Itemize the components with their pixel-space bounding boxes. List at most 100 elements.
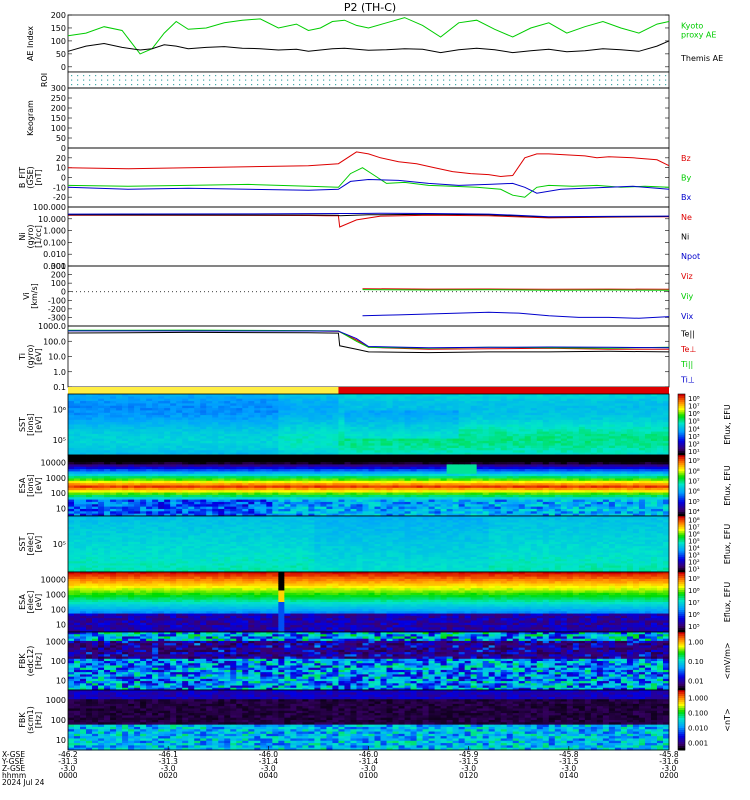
heatmap-cell: [176, 447, 183, 451]
heatmap-cell: [560, 436, 568, 439]
heatmap-cell: [218, 415, 225, 418]
heatmap-cell: [368, 455, 375, 458]
heatmap-cell: [152, 415, 159, 418]
heatmap-cell: [140, 464, 147, 468]
heatmap-cell: [326, 513, 333, 517]
y-tick-label: 10⁶: [53, 405, 66, 414]
heatmap-cell: [122, 483, 129, 486]
roi-marker: [317, 79, 319, 81]
heatmap-cell: [488, 513, 496, 517]
heatmap-cell: [638, 426, 646, 430]
heatmap-cell: [602, 450, 610, 454]
heatmap-cell: [116, 431, 123, 435]
heatmap-cell: [410, 417, 417, 421]
heatmap-cell: [158, 408, 165, 411]
heatmap-cell: [488, 480, 496, 484]
heatmap-cell: [500, 433, 508, 437]
heatmap-cell: [386, 492, 393, 496]
heatmap-cell: [602, 403, 610, 407]
heatmap-cell: [380, 483, 387, 486]
heatmap-cell: [212, 511, 219, 515]
heatmap-cell: [278, 471, 285, 475]
heatmap-cell: [314, 513, 321, 517]
heatmap-cell: [98, 447, 105, 451]
heatmap-cell: [506, 394, 514, 397]
heatmap-cell: [554, 450, 562, 454]
heatmap-cell: [506, 422, 514, 425]
colorbar-tick-label: 10⁴: [688, 425, 700, 433]
heatmap-cell: [482, 405, 490, 409]
heatmap-cell: [644, 433, 652, 437]
heatmap-cell: [116, 494, 123, 498]
heatmap-cell: [116, 396, 123, 400]
heatmap-cell: [644, 438, 652, 442]
colorbar-tick-label: 10⁵: [688, 418, 700, 426]
heatmap-cell: [380, 473, 387, 477]
heatmap-cell: [224, 431, 231, 435]
heatmap-cell: [188, 401, 195, 404]
heatmap-cell: [350, 490, 357, 493]
heatmap-cell: [608, 443, 616, 447]
heatmap-cell: [500, 405, 508, 409]
heatmap-cell: [440, 508, 448, 512]
heatmap-cell: [422, 426, 429, 430]
heatmap-cell: [284, 469, 291, 472]
heatmap-cell: [278, 440, 285, 444]
heatmap-cell: [344, 410, 351, 414]
heatmap-cell: [584, 394, 592, 397]
heatmap-cell: [422, 494, 429, 498]
heatmap-cell: [530, 450, 538, 454]
heatmap-cell: [428, 506, 436, 510]
heatmap-cell: [104, 499, 111, 503]
heatmap-cell: [158, 506, 165, 510]
roi-marker: [203, 79, 205, 81]
heatmap-cell: [464, 471, 472, 475]
roi-marker: [545, 79, 547, 81]
heatmap-cell: [182, 438, 189, 442]
heatmap-cell: [374, 440, 381, 444]
heatmap-cell: [284, 478, 291, 482]
heatmap-cell: [290, 462, 297, 465]
heatmap-cell: [350, 471, 357, 475]
y-tick-label: 0.1: [53, 383, 66, 392]
heatmap-cell: [374, 410, 381, 414]
heatmap-cell: [98, 403, 105, 407]
roi-marker: [587, 75, 589, 77]
heatmap-cell: [488, 424, 496, 428]
heatmap-cell: [482, 497, 490, 500]
heatmap-cell: [86, 490, 93, 493]
heatmap-cell: [518, 417, 526, 421]
heatmap-cell: [140, 469, 147, 472]
heatmap-cell: [410, 433, 417, 437]
heatmap-cell: [110, 513, 117, 517]
heatmap-cell: [356, 492, 363, 496]
heatmap-cell: [194, 436, 201, 439]
heatmap-cell: [92, 452, 99, 456]
roi-marker: [209, 79, 211, 81]
heatmap-cell: [248, 471, 255, 475]
heatmap-cell: [176, 436, 183, 439]
heatmap-cell: [332, 480, 339, 484]
heatmap-cell: [260, 408, 267, 411]
heatmap-cell: [476, 436, 484, 439]
heatmap-cell: [518, 443, 526, 447]
heatmap-cell: [200, 447, 207, 451]
heatmap-cell: [524, 429, 532, 432]
heatmap-cell: [254, 394, 261, 397]
heatmap-cell: [266, 478, 273, 482]
heatmap-cell: [290, 415, 297, 418]
heatmap-cell: [242, 450, 249, 454]
heatmap-cell: [326, 426, 333, 430]
heatmap-cell: [188, 408, 195, 411]
heatmap-cell: [404, 450, 411, 454]
heatmap-cell: [104, 433, 111, 437]
heatmap-cell: [284, 436, 291, 439]
heatmap-cell: [92, 450, 99, 454]
heatmap-cell: [98, 487, 105, 491]
heatmap-cell: [620, 424, 628, 428]
heatmap-cell: [158, 466, 165, 470]
heatmap-cell: [116, 508, 123, 512]
heatmap-cell: [212, 433, 219, 437]
heatmap-cell: [140, 405, 147, 409]
heatmap-cell: [326, 396, 333, 400]
